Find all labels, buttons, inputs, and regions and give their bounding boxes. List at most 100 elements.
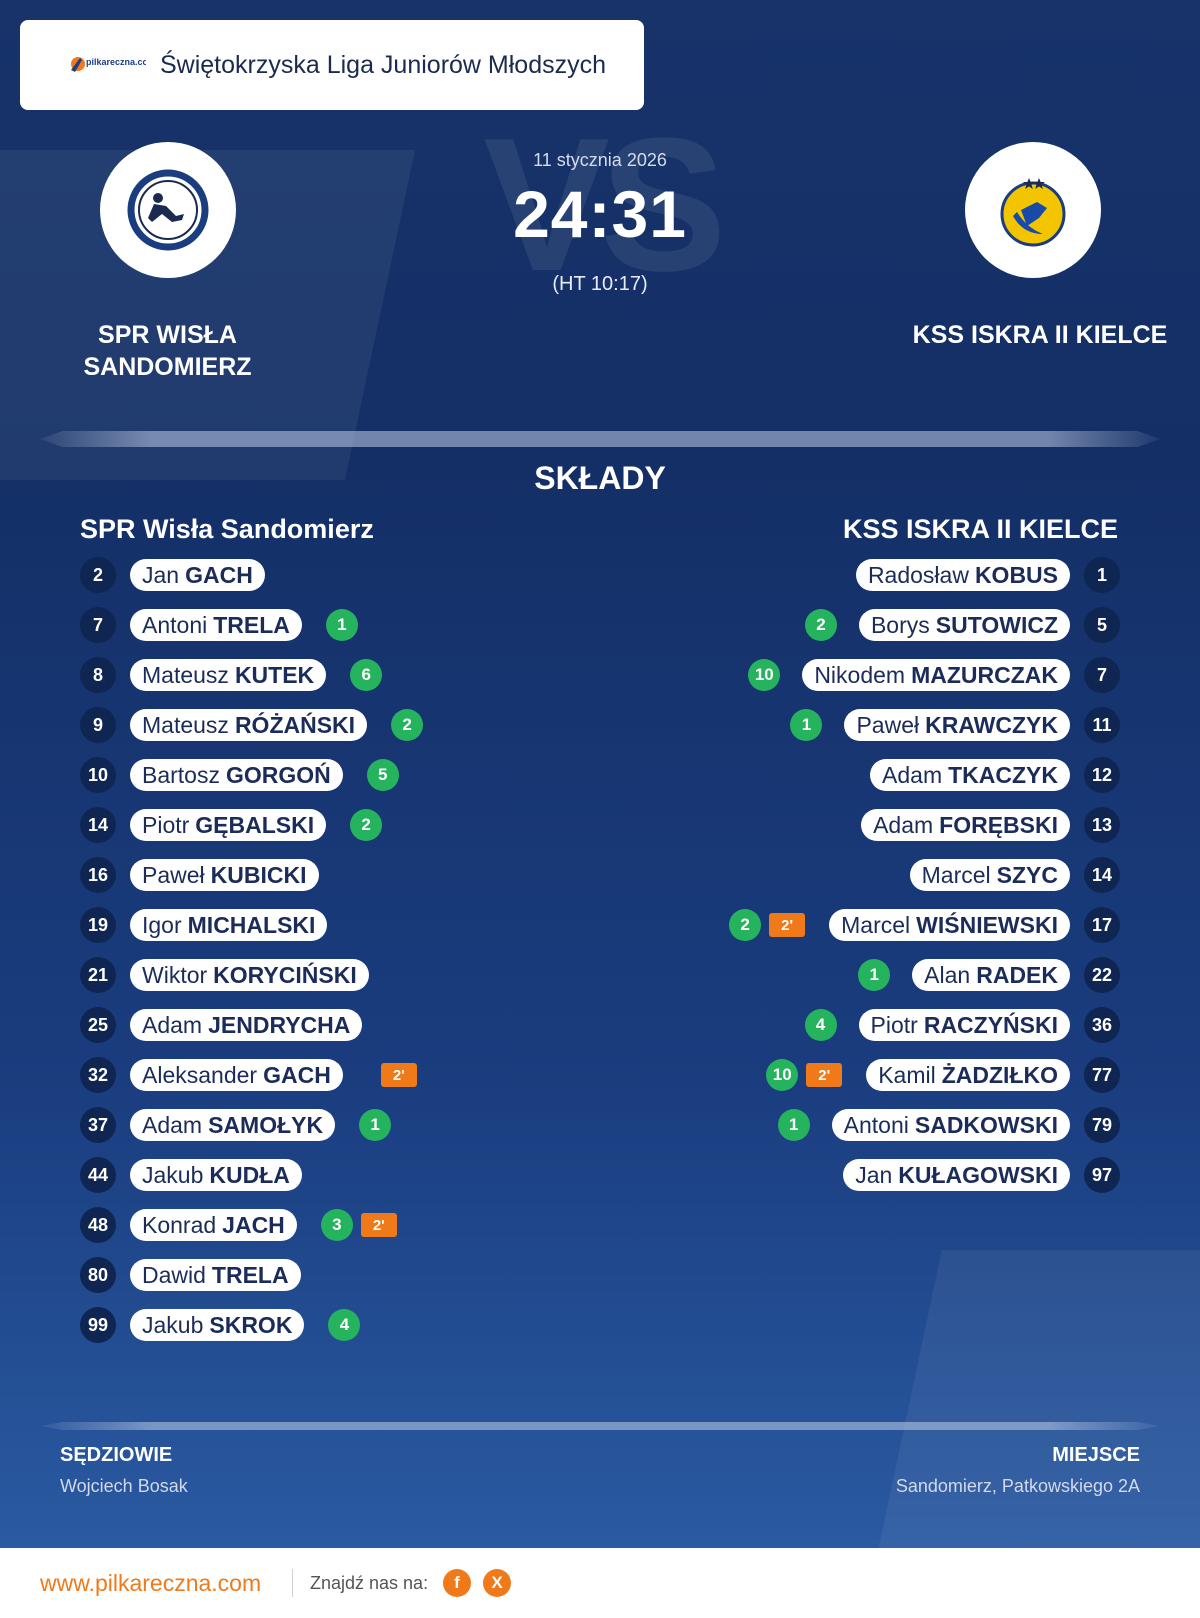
home-player-row: 21 Wiktor KORYCIŃSKI <box>80 957 369 993</box>
player-first-name: Paweł <box>142 861 205 888</box>
player-name: Antoni TRELA <box>130 609 302 641</box>
away-player-row: 79 Antoni SADKOWSKI 1 <box>777 1107 1120 1143</box>
player-number: 37 <box>80 1107 116 1143</box>
player-first-name: Antoni <box>843 1111 909 1138</box>
player-first-name: Bartosz <box>142 761 220 788</box>
player-last-name: KUTEK <box>234 661 315 688</box>
player-name: Alan RADEK <box>912 959 1070 991</box>
player-first-name: Adam <box>142 1111 203 1138</box>
referees-label: SĘDZIOWIE <box>60 1444 173 1466</box>
player-number: 7 <box>80 607 116 643</box>
facebook-icon[interactable]: f <box>443 1569 471 1597</box>
player-last-name: KRAWCZYK <box>925 711 1058 738</box>
home-player-row: 14 Piotr GĘBALSKI 2 <box>80 807 383 843</box>
vs-watermark: VS <box>483 99 726 311</box>
player-last-name: JACH <box>222 1211 285 1238</box>
final-score: 24:31 <box>513 177 687 251</box>
player-last-name: KUBICKI <box>210 861 307 888</box>
home-player-row: 19 Igor MICHALSKI <box>80 907 328 943</box>
player-first-name: Paweł <box>856 711 920 738</box>
player-name: Konrad JACH <box>130 1209 297 1241</box>
referees-value: Wojciech Bosak <box>60 1476 188 1496</box>
player-name: Mateusz KUTEK <box>130 659 327 691</box>
player-first-name: Marcel <box>921 861 991 888</box>
penalty-badge: 2' <box>769 913 806 937</box>
goals-badge: 1 <box>777 1109 810 1141</box>
player-first-name: Alan <box>924 961 971 988</box>
home-player-row: 25 Adam JENDRYCHA <box>80 1007 363 1043</box>
home-player-row: 7 Antoni TRELA 1 <box>80 607 358 643</box>
away-player-row: 7 Nikodem MAZURCZAK 10 <box>748 657 1120 693</box>
player-first-name: Adam <box>882 761 943 788</box>
x-icon[interactable]: X <box>483 1569 511 1597</box>
player-last-name: TKACZYK <box>948 761 1058 788</box>
player-first-name: Mateusz <box>142 661 229 688</box>
player-last-name: KOBUS <box>974 561 1058 588</box>
background-shape <box>878 1250 1200 1548</box>
away-player-row: 77 Kamil ŻADZIŁKO 2' 10 <box>766 1057 1120 1093</box>
venue-value: Sandomierz, Patkowskiego 2A <box>895 1476 1140 1496</box>
player-name: Marcel WIŚNIEWSKI <box>829 909 1070 941</box>
player-name: Adam FORĘBSKI <box>861 809 1070 841</box>
penalty-badge: 2' <box>360 1213 397 1237</box>
player-first-name: Radosław <box>867 561 969 588</box>
player-number: 16 <box>80 857 116 893</box>
player-name: Borys SUTOWICZ <box>858 609 1070 641</box>
away-player-row: 11 Paweł KRAWCZYK 1 <box>790 707 1120 743</box>
player-number: 7 <box>1084 657 1120 693</box>
away-player-row: 22 Alan RADEK 1 <box>858 957 1120 993</box>
find-us-label: Znajdź nas na: <box>310 1573 429 1593</box>
away-player-row: 5 Borys SUTOWICZ 2 <box>804 607 1120 643</box>
goals-badge: 4 <box>328 1309 361 1341</box>
player-number: 36 <box>1084 1007 1120 1043</box>
goals-badge: 1 <box>790 709 823 741</box>
player-number: 14 <box>80 807 116 843</box>
player-first-name: Aleksander <box>142 1061 258 1088</box>
penalty-badge: 2' <box>806 1063 843 1087</box>
goals-badge: 1 <box>858 959 891 991</box>
home-lineup-title: SPR Wisła Sandomierz <box>80 514 374 544</box>
away-player-row: 12 Adam TKACZYK <box>870 757 1120 793</box>
player-first-name: Adam <box>873 811 934 838</box>
home-player-row: 99 Jakub SKROK 4 <box>80 1307 361 1343</box>
goals-badge: 2 <box>391 709 424 741</box>
site-link[interactable]: www.pilkareczna.com <box>40 1570 262 1596</box>
player-number: 25 <box>80 1007 116 1043</box>
player-first-name: Wiktor <box>142 961 208 988</box>
player-number: 10 <box>80 757 116 793</box>
player-name: Piotr RACZYŃSKI <box>858 1009 1070 1041</box>
player-name: Wiktor KORYCIŃSKI <box>130 959 369 991</box>
away-player-row: 17 Marcel WIŚNIEWSKI 2' 2 <box>729 907 1120 943</box>
lineups-title: SKŁADY <box>534 460 666 496</box>
goals-badge: 3 <box>320 1209 353 1241</box>
home-player-row: 2 Jan GACH <box>80 557 265 593</box>
player-last-name: KORYCIŃSKI <box>213 961 357 988</box>
player-number: 8 <box>80 657 116 693</box>
player-last-name: KUDŁA <box>209 1161 290 1188</box>
player-number: 11 <box>1084 707 1120 743</box>
player-last-name: TRELA <box>211 1261 289 1288</box>
home-player-row: 44 Jakub KUDŁA <box>80 1157 302 1193</box>
player-name: Antoni SADKOWSKI <box>831 1109 1070 1141</box>
player-last-name: ŻADZIŁKO <box>941 1061 1058 1088</box>
goals-badge: 2 <box>804 609 837 641</box>
player-name: Aleksander GACH <box>130 1059 343 1091</box>
player-number: 1 <box>1084 557 1120 593</box>
player-name: Paweł KUBICKI <box>130 859 319 891</box>
player-number: 32 <box>80 1057 116 1093</box>
player-last-name: RADEK <box>976 961 1058 988</box>
player-name: Jan GACH <box>130 559 265 591</box>
player-last-name: SAMOŁYK <box>208 1111 324 1138</box>
player-last-name: GACH <box>185 561 253 588</box>
goals-badge: 2 <box>729 909 762 941</box>
player-first-name: Mateusz <box>142 711 229 738</box>
player-last-name: TRELA <box>213 611 290 638</box>
home-player-row: 8 Mateusz KUTEK 6 <box>80 657 383 693</box>
player-name: Bartosz GORGOŃ <box>130 759 343 791</box>
player-number: 48 <box>80 1207 116 1243</box>
goals-badge: 10 <box>748 659 781 691</box>
player-number: 5 <box>1084 607 1120 643</box>
home-player-row: 37 Adam SAMOŁYK 1 <box>80 1107 392 1143</box>
match-card: VS pilkareczna.com Świętokrzyska Liga Ju… <box>0 0 1200 1548</box>
goals-badge: 4 <box>804 1009 837 1041</box>
